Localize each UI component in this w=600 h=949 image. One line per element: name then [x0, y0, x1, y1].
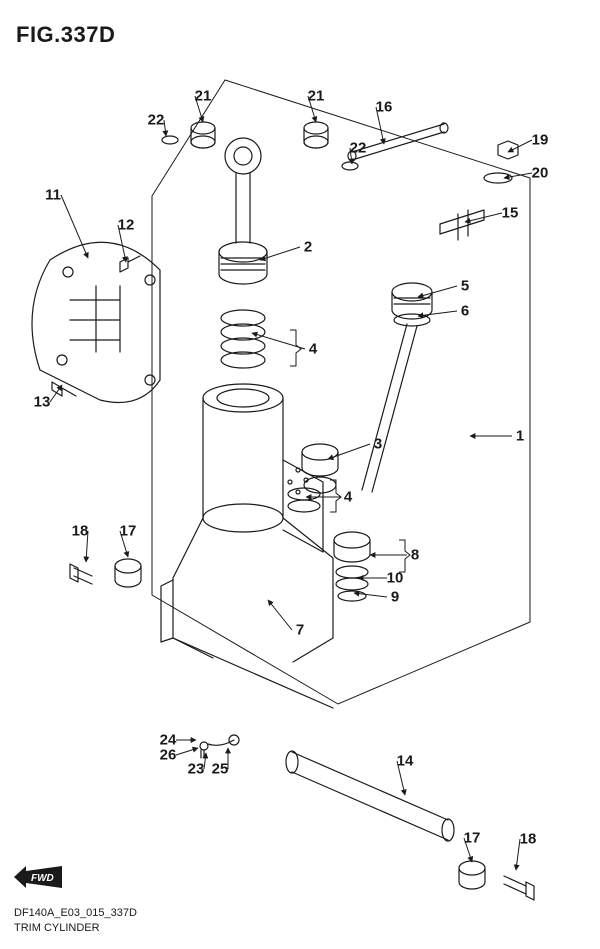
- part-oring-22b: [342, 162, 358, 170]
- part-lower-shaft: [286, 751, 454, 841]
- callout-19: 19: [532, 132, 549, 149]
- callout-21a: 21: [195, 88, 212, 105]
- part-oring-22a: [162, 136, 178, 144]
- callout-4a: 4: [309, 341, 317, 358]
- callout-4b: 4: [344, 489, 352, 506]
- callout-18b: 18: [520, 831, 537, 848]
- callout-6: 6: [461, 303, 469, 320]
- part-bushing-21b: [304, 122, 328, 148]
- callout-22b: 22: [350, 140, 367, 157]
- part-trim-rod: [288, 283, 432, 512]
- callout-13: 13: [34, 394, 51, 411]
- callout-3: 3: [374, 436, 382, 453]
- callout-17b: 17: [464, 830, 481, 847]
- callout-15: 15: [502, 205, 519, 222]
- callout-12: 12: [118, 217, 135, 234]
- callout-9: 9: [391, 589, 399, 606]
- callout-11: 11: [45, 187, 61, 204]
- exploded-diagram: [0, 0, 600, 949]
- part-bushing-17b: [459, 861, 485, 889]
- part-bushing-21a: [191, 122, 215, 148]
- callout-7: 7: [296, 622, 304, 639]
- callout-26: 26: [160, 747, 177, 764]
- part-cover-11: [32, 242, 160, 402]
- part-tilt-rod: [219, 138, 267, 368]
- callout-8: 8: [411, 547, 419, 564]
- callout-1: 1: [516, 428, 524, 445]
- callout-20: 20: [532, 165, 549, 182]
- callout-17a: 17: [120, 523, 137, 540]
- part-tilt-body: [161, 384, 336, 708]
- callout-21b: 21: [308, 88, 325, 105]
- callout-22a: 22: [148, 112, 165, 129]
- part-screw-12: [120, 256, 140, 272]
- callout-2: 2: [304, 239, 312, 256]
- callout-18a: 18: [72, 523, 89, 540]
- part-bolt-18b: [504, 876, 534, 900]
- callout-25: 25: [212, 761, 229, 778]
- part-bushing-17a: [115, 559, 141, 587]
- callout-10: 10: [387, 570, 404, 587]
- part-free-piston: [334, 532, 370, 601]
- part-bolt-18a: [70, 564, 92, 584]
- part-manual-valve: [440, 141, 518, 240]
- callout-14: 14: [397, 753, 414, 770]
- callout-5: 5: [461, 278, 469, 295]
- callout-16: 16: [376, 99, 393, 116]
- callout-23: 23: [188, 761, 205, 778]
